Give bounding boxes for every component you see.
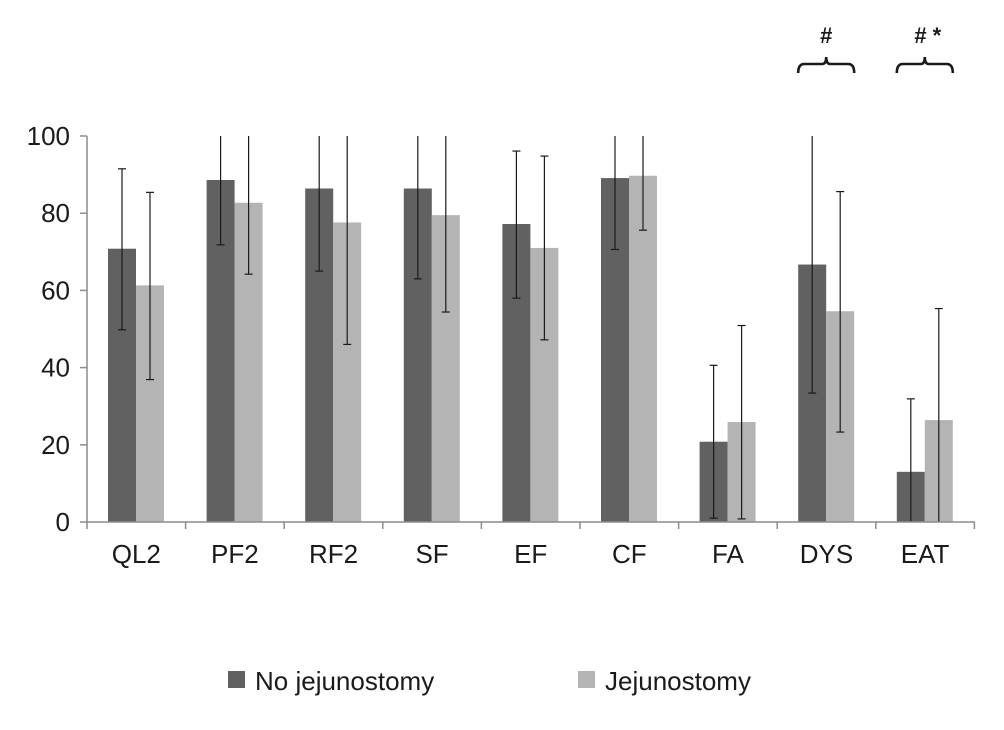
x-tick-label-cf: CF <box>612 539 647 569</box>
significance-label-eat: # * <box>914 23 941 48</box>
legend-swatch-no-jejunostomy <box>228 671 245 688</box>
significance-brace-dys <box>796 56 856 74</box>
significance-label-dys: # <box>820 23 832 48</box>
x-tick-label-fa: FA <box>712 539 744 569</box>
x-tick-label-ef: EF <box>514 539 547 569</box>
y-tick-label-80: 80 <box>41 198 70 228</box>
y-tick-label-60: 60 <box>41 275 70 305</box>
legend-label-jejunostomy: Jejunostomy <box>605 666 751 696</box>
x-tick-label-eat: EAT <box>901 539 950 569</box>
error-bars-layer <box>118 136 943 522</box>
x-tick-label-sf: SF <box>415 539 448 569</box>
x-tick-label-rf2: RF2 <box>309 539 358 569</box>
y-tick-label-100: 100 <box>27 121 70 151</box>
bar-cf-jejunostomy <box>629 175 657 522</box>
legend-label-no-jejunostomy: No jejunostomy <box>255 666 434 696</box>
axis-layer <box>80 135 976 529</box>
legend-swatch-jejunostomy <box>578 671 595 688</box>
y-tick-label-20: 20 <box>41 430 70 460</box>
x-tick-label-dys: DYS <box>800 539 853 569</box>
bars-layer <box>108 175 953 523</box>
tick-labels-layer: QL2 PF2 RF2 SF EF CF FA DYS EAT 0 20 40 60 80 100 <box>27 121 950 569</box>
x-tick-label-ql2: QL2 <box>112 539 161 569</box>
y-tick-label-0: 0 <box>56 507 70 537</box>
x-tick-label-pf2: PF2 <box>211 539 259 569</box>
significance-brace-eat <box>895 56 955 74</box>
y-tick-label-40: 40 <box>41 353 70 383</box>
annotations-layer: # # * <box>796 23 955 74</box>
legend: No jejunostomy Jejunostomy <box>228 666 751 696</box>
